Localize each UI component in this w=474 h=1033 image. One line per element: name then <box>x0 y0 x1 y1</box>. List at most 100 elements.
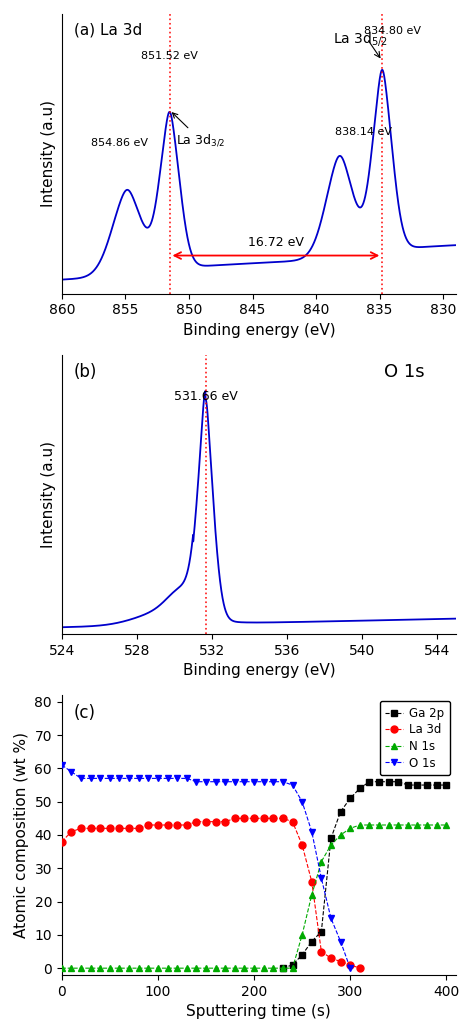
O 1s <box>88 773 93 785</box>
La 3d <box>319 945 324 958</box>
Ga 2p <box>444 779 449 791</box>
N 1s <box>107 962 113 974</box>
O 1s <box>319 872 324 884</box>
O 1s <box>107 773 113 785</box>
O 1s <box>146 773 151 785</box>
O 1s <box>193 776 199 788</box>
Text: (c): (c) <box>73 703 96 721</box>
Ga 2p <box>299 948 305 961</box>
La 3d <box>271 812 276 824</box>
O 1s <box>184 773 190 785</box>
N 1s <box>164 962 170 974</box>
La 3d <box>193 815 199 827</box>
N 1s <box>386 819 392 832</box>
N 1s <box>271 962 276 974</box>
O 1s <box>164 773 170 785</box>
Y-axis label: Atomic composition (wt %): Atomic composition (wt %) <box>14 732 29 938</box>
Line: O 1s: O 1s <box>58 761 354 972</box>
O 1s <box>251 776 257 788</box>
Text: (b): (b) <box>73 363 97 381</box>
La 3d <box>107 822 113 835</box>
O 1s <box>213 776 219 788</box>
La 3d <box>299 839 305 851</box>
N 1s <box>222 962 228 974</box>
Ga 2p <box>395 776 401 788</box>
N 1s <box>78 962 84 974</box>
N 1s <box>69 962 74 974</box>
La 3d <box>251 812 257 824</box>
N 1s <box>59 962 64 974</box>
Ga 2p <box>376 776 382 788</box>
O 1s <box>309 825 315 838</box>
La 3d <box>184 819 190 832</box>
N 1s <box>232 962 237 974</box>
N 1s <box>213 962 219 974</box>
N 1s <box>290 962 295 974</box>
X-axis label: Binding energy (eV): Binding energy (eV) <box>182 663 335 679</box>
O 1s <box>242 776 247 788</box>
O 1s <box>280 776 286 788</box>
La 3d <box>117 822 122 835</box>
O 1s <box>69 765 74 778</box>
La 3d <box>338 956 344 968</box>
Text: (a) La 3d: (a) La 3d <box>73 23 142 37</box>
Ga 2p <box>386 776 392 788</box>
La 3d <box>97 822 103 835</box>
Ga 2p <box>424 779 430 791</box>
N 1s <box>405 819 411 832</box>
Ga 2p <box>338 806 344 818</box>
La 3d <box>136 822 142 835</box>
Ga 2p <box>357 782 363 794</box>
Line: Ga 2p: Ga 2p <box>280 778 450 972</box>
N 1s <box>97 962 103 974</box>
La 3d <box>69 825 74 838</box>
Ga 2p <box>328 833 334 845</box>
La 3d <box>155 819 161 832</box>
N 1s <box>415 819 420 832</box>
X-axis label: Binding energy (eV): Binding energy (eV) <box>182 323 335 338</box>
N 1s <box>126 962 132 974</box>
La 3d <box>88 822 93 835</box>
La 3d <box>203 815 209 827</box>
N 1s <box>242 962 247 974</box>
Text: La 3d$_{3/2}$: La 3d$_{3/2}$ <box>173 113 226 148</box>
La 3d <box>347 959 353 971</box>
La 3d <box>59 836 64 848</box>
O 1s <box>126 773 132 785</box>
Ga 2p <box>434 779 439 791</box>
Text: O 1s: O 1s <box>384 363 424 381</box>
N 1s <box>174 962 180 974</box>
O 1s <box>347 962 353 974</box>
O 1s <box>328 912 334 925</box>
O 1s <box>261 776 266 788</box>
Text: 838.14 eV: 838.14 eV <box>335 127 392 137</box>
N 1s <box>376 819 382 832</box>
La 3d <box>174 819 180 832</box>
Text: 854.86 eV: 854.86 eV <box>91 138 147 148</box>
La 3d <box>146 819 151 832</box>
N 1s <box>146 962 151 974</box>
La 3d <box>328 952 334 965</box>
La 3d <box>126 822 132 835</box>
N 1s <box>366 819 372 832</box>
La 3d <box>213 815 219 827</box>
Ga 2p <box>405 779 411 791</box>
N 1s <box>395 819 401 832</box>
N 1s <box>434 819 439 832</box>
Ga 2p <box>415 779 420 791</box>
O 1s <box>97 773 103 785</box>
La 3d <box>261 812 266 824</box>
O 1s <box>174 773 180 785</box>
Text: La 3d$_{5/2}$: La 3d$_{5/2}$ <box>333 30 388 48</box>
N 1s <box>444 819 449 832</box>
N 1s <box>251 962 257 974</box>
N 1s <box>299 929 305 941</box>
X-axis label: Sputtering time (s): Sputtering time (s) <box>186 1004 331 1020</box>
Ga 2p <box>366 776 372 788</box>
N 1s <box>347 822 353 835</box>
O 1s <box>299 795 305 808</box>
Text: 834.80 eV: 834.80 eV <box>365 26 421 36</box>
N 1s <box>184 962 190 974</box>
La 3d <box>232 812 237 824</box>
O 1s <box>59 759 64 772</box>
